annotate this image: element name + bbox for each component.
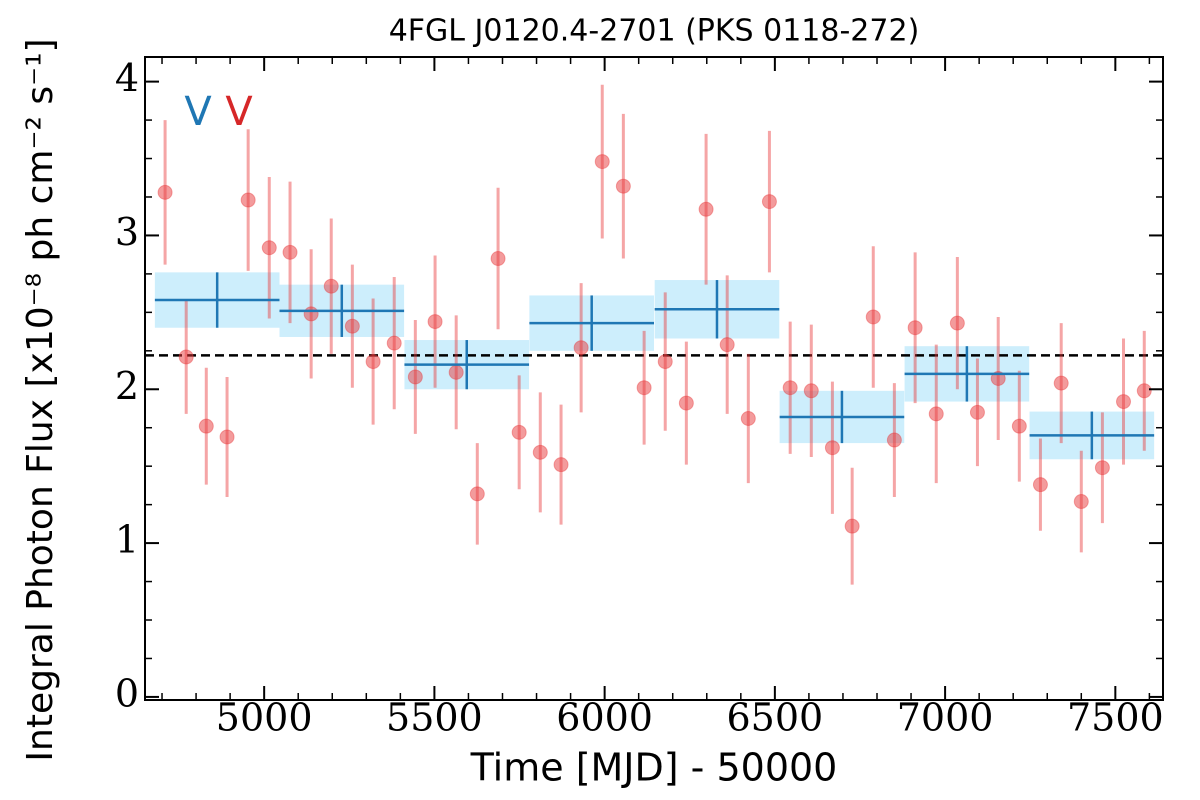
y-tick-label: 4	[115, 56, 139, 100]
data-point	[969, 404, 985, 420]
data-point	[698, 201, 714, 217]
y-tick-label: 1	[115, 518, 139, 562]
data-point	[740, 410, 756, 426]
data-point	[157, 184, 173, 200]
x-tick-label: 7500	[1067, 696, 1164, 740]
x-tick-label: 6000	[556, 696, 653, 740]
data-point	[1032, 477, 1048, 493]
data-point	[469, 486, 485, 502]
data-point	[490, 251, 506, 267]
x-tick-label: 5000	[216, 696, 313, 740]
data-point	[803, 383, 819, 399]
data-point	[844, 518, 860, 534]
data-point	[615, 178, 631, 194]
data-point	[1094, 460, 1110, 476]
data-point	[448, 364, 464, 380]
data-point	[282, 244, 298, 260]
data-point	[365, 354, 381, 370]
data-point	[511, 424, 527, 440]
data-point	[865, 309, 881, 325]
data-point	[761, 194, 777, 210]
data-point	[907, 320, 923, 336]
y-tick-label: 2	[115, 364, 139, 408]
data-point	[594, 154, 610, 170]
data-point	[636, 380, 652, 396]
data-point	[386, 335, 402, 351]
x-tick-label: 6500	[727, 696, 824, 740]
x-tick-label: 7000	[897, 696, 994, 740]
y-tick-label: 0	[115, 671, 139, 715]
data-point	[1011, 418, 1027, 434]
data-point	[240, 192, 256, 208]
data-point	[427, 314, 443, 330]
data-point	[573, 340, 589, 356]
data-point	[198, 418, 214, 434]
data-point	[886, 432, 902, 448]
y-tick-label: 3	[115, 210, 139, 254]
x-axis-label: Time [MJD] - 50000	[470, 746, 838, 790]
data-point	[1116, 394, 1132, 410]
data-point	[532, 444, 548, 460]
data-point	[219, 429, 235, 445]
data-point	[178, 349, 194, 365]
data-point	[1136, 383, 1152, 399]
marker-label: V	[184, 89, 212, 135]
data-point	[928, 406, 944, 422]
plot-frame	[144, 56, 1164, 701]
data-point	[553, 457, 569, 473]
data-point	[782, 380, 798, 396]
data-point	[678, 395, 694, 411]
data-point	[261, 240, 277, 256]
marker-label: V	[225, 89, 253, 135]
data-point	[1053, 375, 1069, 391]
data-point	[1073, 494, 1089, 510]
chart-title: 4FGL J0120.4-2701 (PKS 0118-272)	[389, 14, 920, 49]
x-tick-label: 5500	[386, 696, 483, 740]
data-point	[657, 354, 673, 370]
y-axis-label: Integral Photon Flux [x10⁻⁸ ph cm⁻² s⁻¹]	[20, 38, 61, 761]
data-point	[344, 318, 360, 334]
data-point	[824, 440, 840, 456]
data-point	[323, 278, 339, 294]
data-point	[949, 315, 965, 331]
data-point	[303, 306, 319, 322]
data-point	[719, 337, 735, 353]
data-point	[407, 369, 423, 385]
